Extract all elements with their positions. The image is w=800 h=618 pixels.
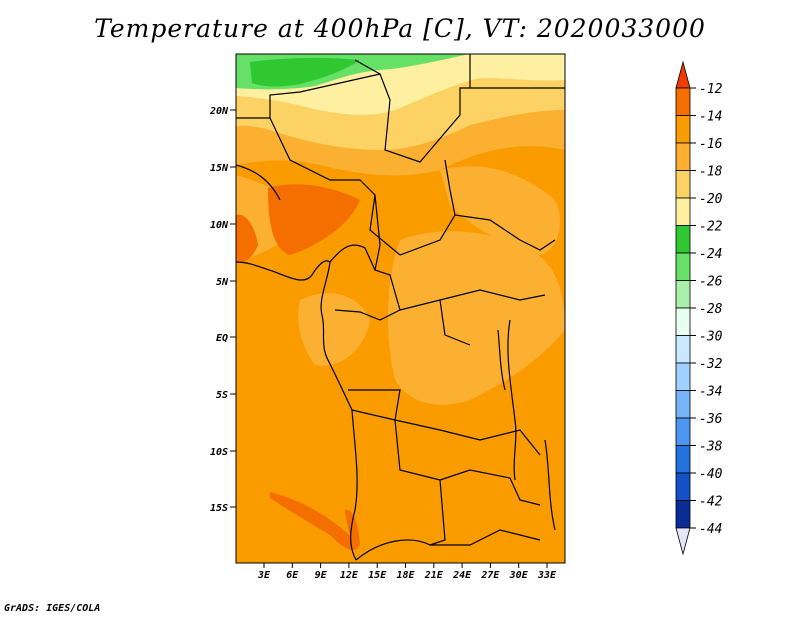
colorbar-label: -14 — [699, 110, 722, 125]
colorbar-label: -36 — [699, 412, 723, 427]
lon-label: 9E — [315, 570, 328, 581]
colorbar-swatch — [675, 142, 691, 171]
lat-label: EQ — [216, 333, 228, 344]
colorbar-bottom-arrow — [675, 527, 691, 556]
lon-label: 3E — [257, 570, 271, 581]
lon-label: 30E — [509, 570, 529, 581]
colorbar-label: -20 — [699, 192, 723, 207]
colorbar-top-arrow — [675, 60, 691, 89]
lat-label: 10S — [210, 447, 228, 458]
lon-label: 6E — [286, 570, 299, 581]
colorbar-label: -26 — [699, 275, 723, 290]
colorbar-swatch — [675, 362, 691, 391]
colorbar-swatch — [675, 87, 691, 116]
lon-label: 12E — [340, 570, 359, 581]
lon-label: 24E — [452, 570, 472, 581]
country-borders — [236, 54, 565, 561]
colorbar-label: -12 — [699, 82, 723, 97]
colorbar-swatch — [675, 115, 691, 144]
colorbar-swatch — [675, 197, 691, 226]
colorbar-swatch — [675, 280, 691, 309]
lat-label: 5N — [216, 277, 229, 288]
lat-label: 20N — [209, 106, 229, 117]
colorbar-swatch — [675, 390, 691, 419]
region-light-orange-east — [440, 166, 560, 255]
region-green-band — [250, 57, 360, 87]
colorbar-swatch — [675, 445, 691, 474]
region-warm-streak-south — [270, 492, 360, 551]
colorbar-label: -30 — [699, 330, 723, 345]
region-warm-core-nigeria — [268, 184, 360, 255]
lon-label: 33E — [537, 570, 557, 581]
lon-label: 21E — [424, 570, 444, 581]
lat-label: 10N — [210, 220, 229, 231]
region-warm-core-coast — [236, 214, 258, 263]
colorbar-swatch — [675, 307, 691, 336]
colorbar-label: -34 — [699, 385, 722, 400]
colorbar-label: -38 — [699, 440, 723, 455]
colorbar-swatch — [675, 500, 691, 529]
colorbar-label: -16 — [699, 137, 723, 152]
colorbar-swatch — [675, 417, 691, 446]
longitude-axis: 3E 6E 9E 12E 15E 18E 21E 24E 27E 30E 33E — [257, 563, 557, 581]
colorbar-label: -40 — [699, 467, 723, 482]
colorbar-label: -42 — [699, 495, 723, 510]
map-frame — [235, 53, 566, 564]
lat-label: 5S — [216, 390, 228, 401]
colorbar-label: -44 — [699, 522, 722, 537]
latitude-axis: 20N 15N 10N 5N EQ 5S 10S 15S — [209, 106, 236, 514]
lat-label: 15N — [210, 163, 229, 174]
colorbar-label: -22 — [699, 220, 723, 235]
lat-label: 15S — [210, 503, 228, 514]
region-light-orange-central — [388, 231, 565, 405]
region-warm-streak-angola — [345, 509, 360, 546]
lon-label: 27E — [480, 570, 500, 581]
colorbar-label: -18 — [699, 165, 723, 180]
colorbar-swatch — [675, 335, 691, 364]
colorbar: -12 -14 -16 -18 -20 -22 -24 -26 -28 -30 -32 -34 -36 -… — [675, 60, 723, 556]
colorbar-swatch — [675, 472, 691, 501]
colorbar-label: -28 — [699, 302, 723, 317]
lon-label: 15E — [368, 570, 387, 581]
chart-title: Temperature at 400hPa [C], VT: 202003300… — [94, 14, 706, 43]
colorbar-swatch — [675, 252, 691, 281]
colorbar-swatch — [675, 225, 691, 254]
grads-credit: GrADS: IGES/COLA — [4, 603, 101, 614]
temperature-field — [236, 54, 565, 563]
lon-label: 18E — [396, 570, 415, 581]
colorbar-label: -24 — [699, 247, 722, 262]
colorbar-label: -32 — [699, 357, 723, 372]
colorbar-swatch — [675, 170, 691, 199]
